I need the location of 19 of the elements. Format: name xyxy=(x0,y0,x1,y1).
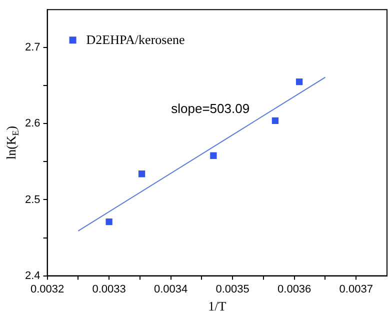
x-axis-title: 1/T xyxy=(208,298,226,314)
annotation: slope=503.09 xyxy=(171,101,250,116)
y-tick-label: 2.5 xyxy=(24,194,40,206)
x-tick-label: 0.0037 xyxy=(339,283,373,296)
x-tick-label: 0.0034 xyxy=(154,283,188,296)
y-tick-label: 2.6 xyxy=(24,118,40,130)
x-tick-label: 0.0032 xyxy=(30,283,64,296)
point xyxy=(210,152,217,159)
y-axis-title: ln(KE) xyxy=(3,126,20,160)
x-tick-label: 0.0036 xyxy=(278,283,312,296)
y-tick-label: 2.7 xyxy=(24,42,40,54)
point xyxy=(138,170,146,178)
point xyxy=(296,78,303,86)
point xyxy=(106,218,112,226)
point xyxy=(272,117,279,124)
legend-label: D2EHPA/kerosene xyxy=(86,32,185,48)
x-tick-label: 0.0033 xyxy=(92,283,126,296)
x-tick-label: 0.0035 xyxy=(216,283,250,296)
y-tick-label: 2.4 xyxy=(24,270,40,282)
